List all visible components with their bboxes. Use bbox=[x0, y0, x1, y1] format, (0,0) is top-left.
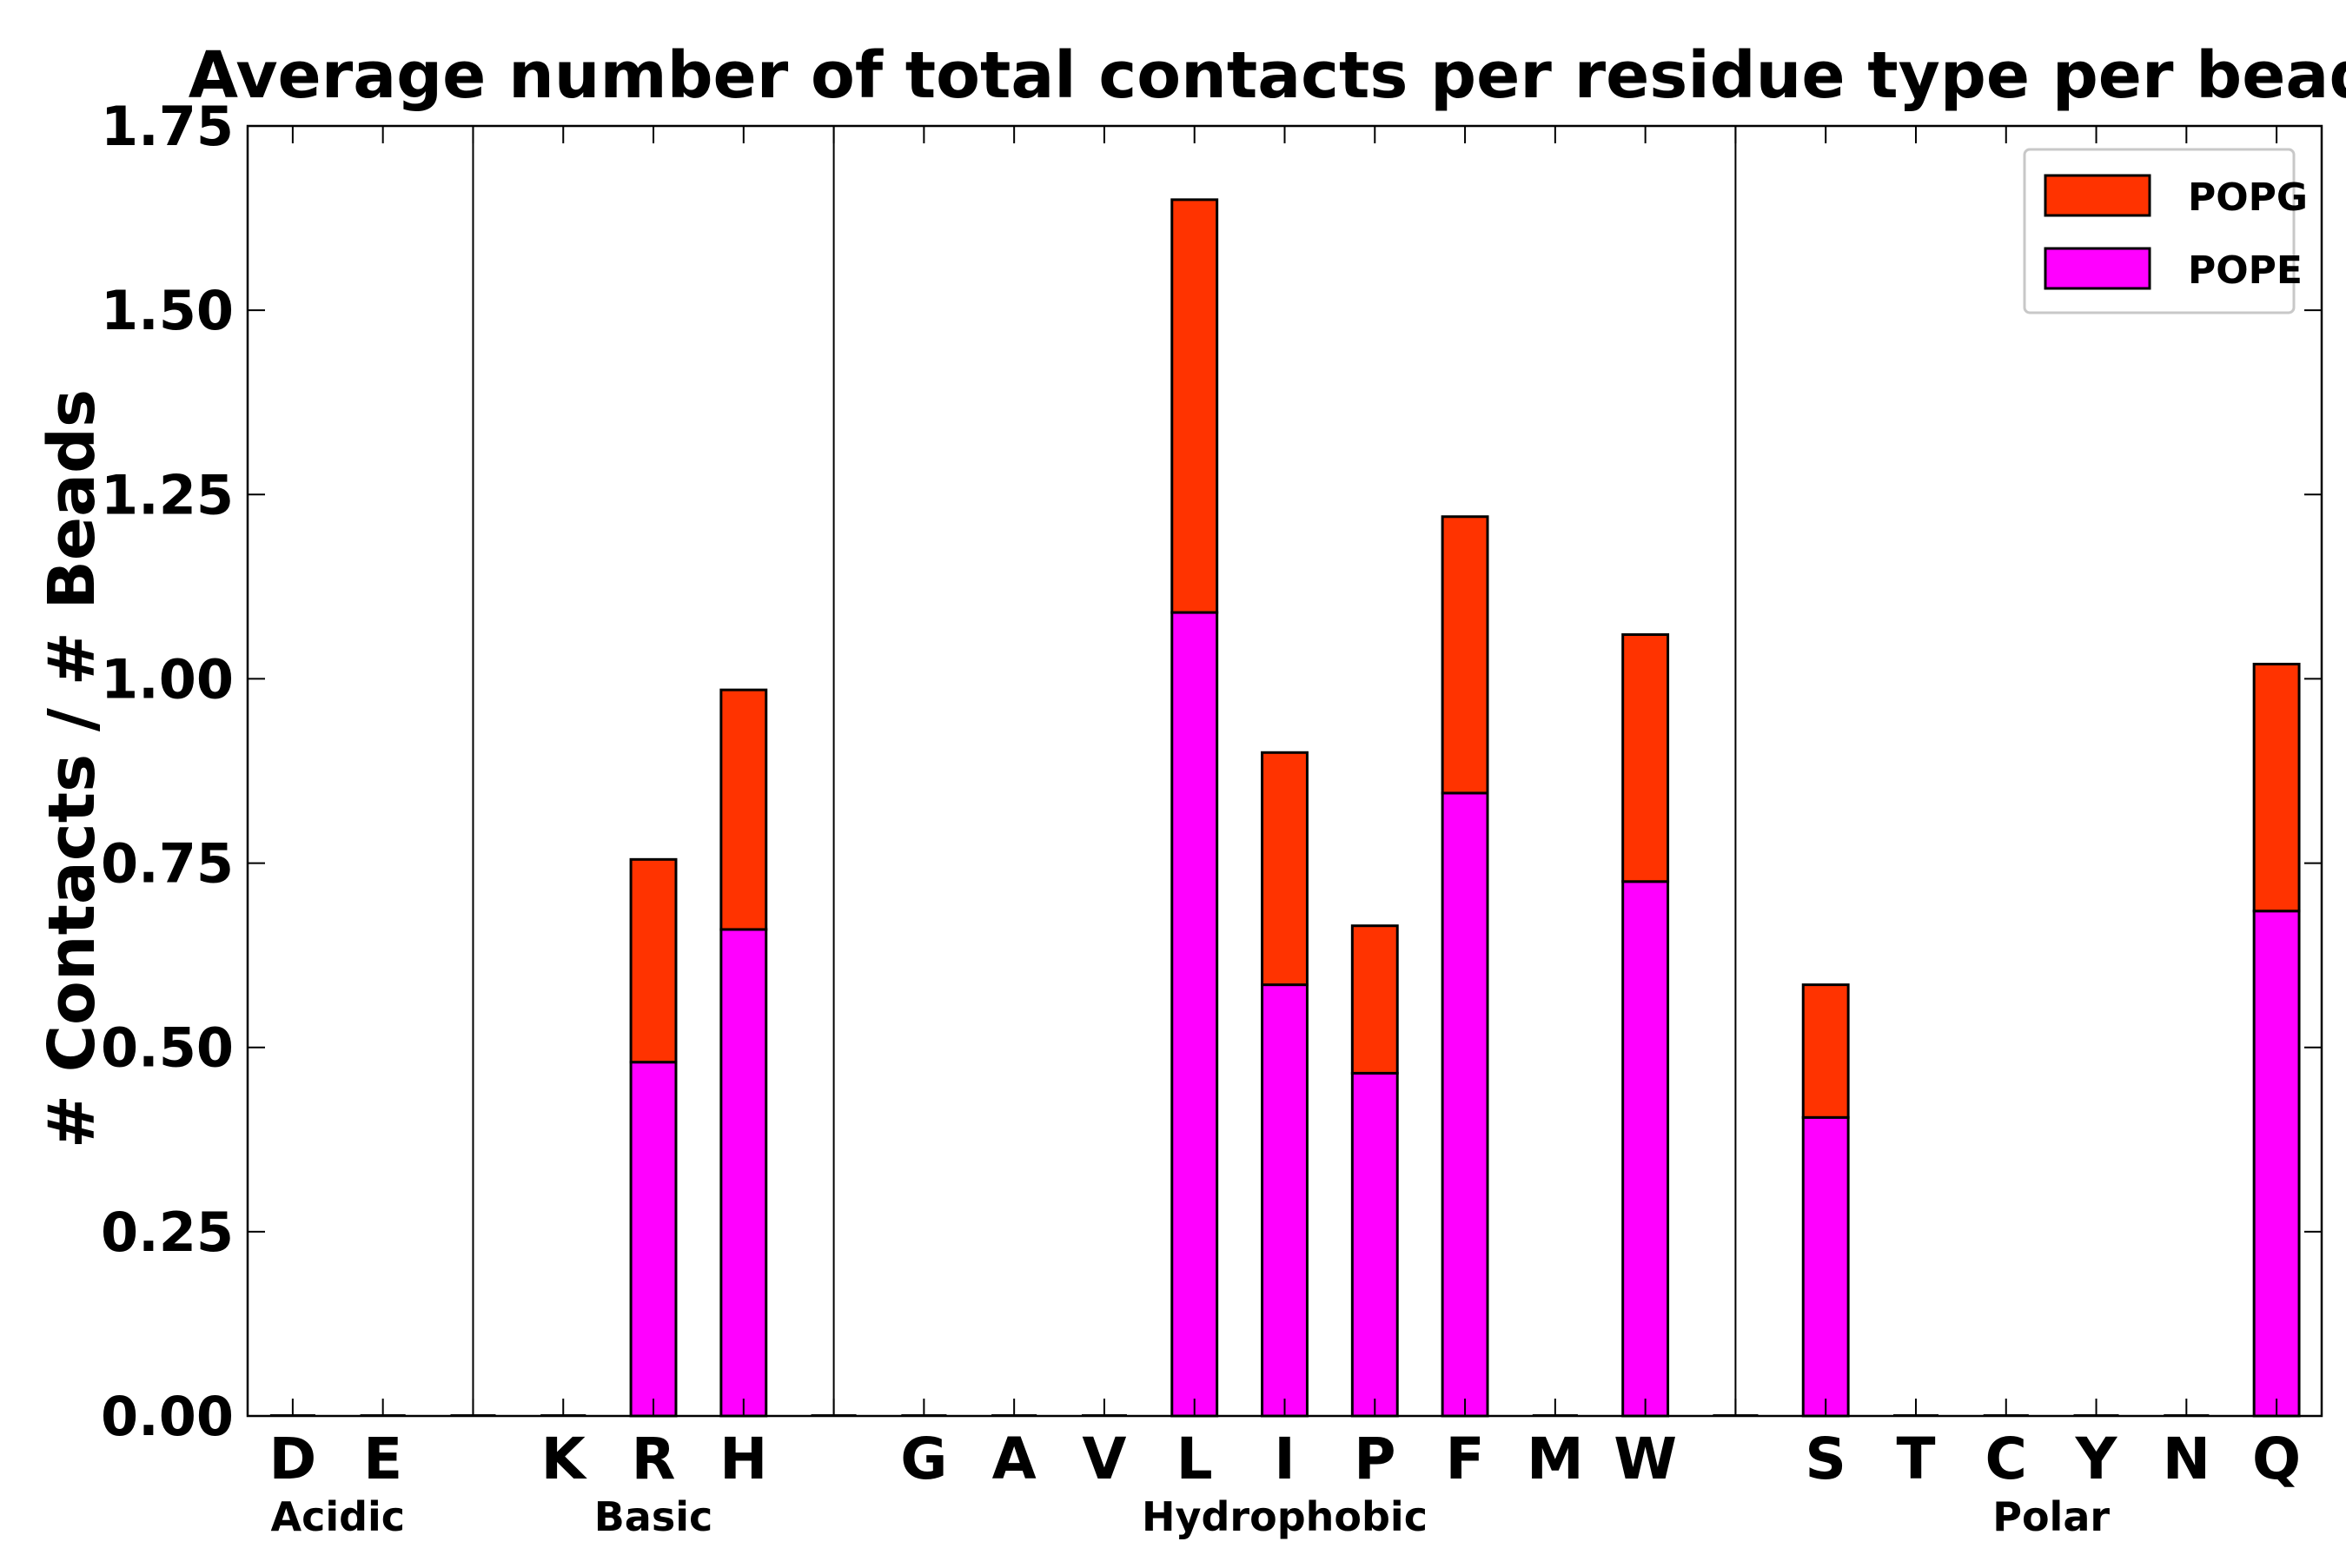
bar-popg-I bbox=[1261, 751, 1309, 987]
x-tick-label-M: M bbox=[1527, 1426, 1584, 1492]
y-tick-label-0.75: 0.75 bbox=[101, 832, 234, 896]
bar-pope-R bbox=[629, 1061, 678, 1418]
x-tick-label-C: C bbox=[1985, 1426, 2027, 1492]
x-tick-label-S: S bbox=[1805, 1426, 1846, 1492]
chart-title: Average number of total contacts per res… bbox=[189, 38, 2346, 113]
x-tick-label-F: F bbox=[1446, 1426, 1485, 1492]
bar-popg-Q bbox=[2252, 662, 2301, 913]
x-tick-label-H: H bbox=[719, 1426, 767, 1492]
group-label-hydrophobic: Hydrophobic bbox=[1142, 1493, 1428, 1540]
legend-label-popg: POPG bbox=[2188, 175, 2308, 220]
group-label-polar: Polar bbox=[1992, 1493, 2110, 1540]
y-tick-label-0.50: 0.50 bbox=[101, 1016, 234, 1080]
y-tick-label-0.00: 0.00 bbox=[101, 1385, 234, 1448]
bar-pope-Q bbox=[2252, 910, 2301, 1418]
y-axis-label: # Contacts / # Beads bbox=[35, 389, 109, 1148]
bar-popg-L bbox=[1170, 198, 1219, 614]
y-tick-label-1.50: 1.50 bbox=[101, 279, 234, 342]
bar-popg-F bbox=[1441, 515, 1489, 795]
plot-area: 0.00 0.25 0.50 0.75 1.00 1.25 1.50 1.75 D E K R H G A V… bbox=[101, 95, 2323, 1540]
x-tick-label-Y: Y bbox=[2075, 1426, 2118, 1492]
x-tick-label-W: W bbox=[1614, 1426, 1677, 1492]
legend: POPG POPE bbox=[2023, 148, 2308, 314]
x-tick-label-Q: Q bbox=[2252, 1426, 2301, 1492]
bar-pope-F bbox=[1441, 791, 1489, 1418]
bar-pope-P bbox=[1350, 1071, 1399, 1418]
y-tick-label-1.00: 1.00 bbox=[101, 647, 234, 711]
bar-popg-H bbox=[719, 688, 768, 931]
legend-swatch-pope bbox=[2044, 247, 2151, 290]
x-tick-label-I: I bbox=[1274, 1426, 1296, 1492]
x-tick-label-R: R bbox=[632, 1426, 676, 1492]
x-tick-label-D: D bbox=[268, 1426, 316, 1492]
x-tick-label-P: P bbox=[1354, 1426, 1395, 1492]
x-tick-label-T: T bbox=[1896, 1426, 1935, 1492]
y-tick-label-1.75: 1.75 bbox=[101, 95, 234, 158]
bar-popg-S bbox=[1801, 983, 1850, 1119]
bar-pope-H bbox=[719, 928, 768, 1418]
bar-pope-I bbox=[1261, 983, 1309, 1418]
x-tick-label-L: L bbox=[1176, 1426, 1213, 1492]
group-label-basic: Basic bbox=[594, 1493, 713, 1540]
bar-popg-R bbox=[629, 857, 678, 1064]
x-tick-label-V: V bbox=[1082, 1426, 1126, 1492]
legend-swatch-popg bbox=[2044, 174, 2151, 217]
x-tick-label-A: A bbox=[992, 1426, 1037, 1492]
x-tick-label-E: E bbox=[363, 1426, 402, 1492]
x-tick-label-N: N bbox=[2163, 1426, 2210, 1492]
y-tick-label-1.25: 1.25 bbox=[101, 463, 234, 526]
x-tick-label-K: K bbox=[541, 1426, 588, 1492]
bar-pope-L bbox=[1170, 611, 1219, 1418]
bar-pope-W bbox=[1621, 880, 1670, 1418]
bar-pope-S bbox=[1801, 1115, 1850, 1418]
group-label-acidic: Acidic bbox=[270, 1493, 405, 1540]
x-tick-label-G: G bbox=[900, 1426, 947, 1492]
bar-popg-W bbox=[1621, 633, 1670, 883]
y-tick-label-0.25: 0.25 bbox=[101, 1201, 234, 1264]
legend-label-pope: POPE bbox=[2188, 248, 2303, 293]
bar-popg-P bbox=[1350, 924, 1399, 1075]
